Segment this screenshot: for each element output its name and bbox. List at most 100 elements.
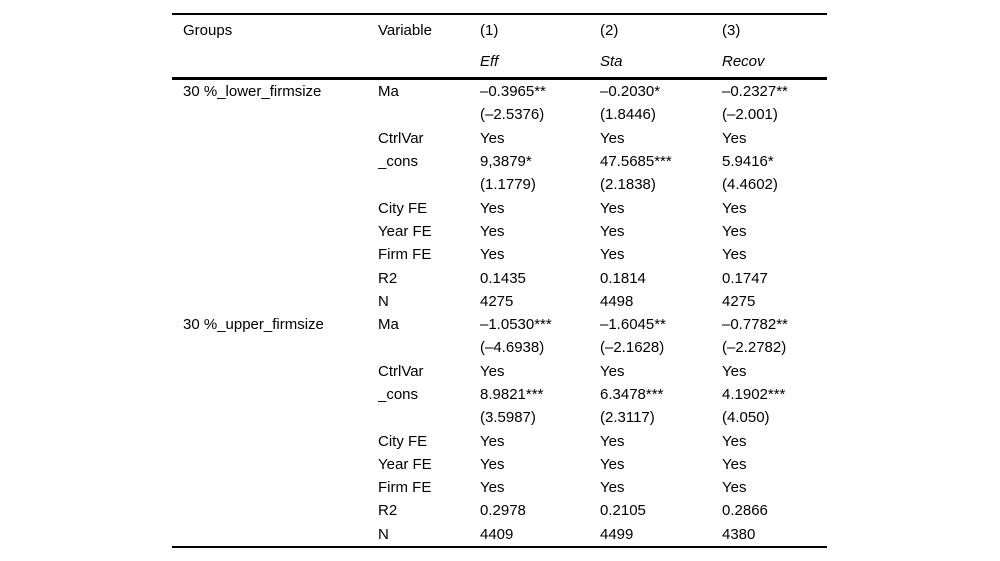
header-row: Groups Variable (1) (2) (3) [172, 14, 827, 46]
model3-cell: 4380 [722, 525, 756, 543]
variable-cell [378, 336, 480, 359]
group-cell [172, 173, 378, 196]
table-row: (–4.6938) (–2.1628) (–2.2782) [172, 336, 827, 359]
column-header-variable: Variable [378, 22, 432, 39]
model3-cell: 5.9416* [722, 153, 774, 171]
variable-cell: Ma [378, 316, 399, 334]
variable-cell: R2 [378, 269, 398, 287]
group-cell [172, 266, 378, 289]
model1-cell: 9,3879* [480, 153, 532, 171]
group-cell [172, 429, 378, 452]
table-row: 30 %_upper_firmsize Ma –1.0530*** –1.6045**… [172, 313, 827, 336]
model2-cell: (2.3117) [600, 409, 655, 427]
model1-cell: Yes [480, 455, 505, 473]
model1-cell: Yes [480, 432, 505, 450]
model3-cell: Yes [722, 455, 747, 473]
variable-cell: Year FE [378, 222, 432, 240]
subheader-empty-variable [378, 46, 480, 79]
subheader-recov: Recov [722, 53, 765, 70]
model1-cell: Yes [480, 362, 505, 380]
group-cell [172, 290, 378, 313]
model3-cell: (4.4602) [722, 176, 778, 194]
model1-cell: –1.0530*** [480, 316, 552, 334]
model2-cell: –1.6045** [600, 316, 666, 334]
table-row: (1.1779) (2.1838) (4.4602) [172, 173, 827, 196]
variable-cell: N [378, 292, 389, 310]
table-row: CtrlVar Yes Yes Yes [172, 127, 827, 150]
group-cell [172, 360, 378, 383]
table-row: Firm FE Yes Yes Yes [172, 476, 827, 499]
model2-cell: Yes [600, 362, 625, 380]
table-row: (3.5987) (2.3117) (4.050) [172, 406, 827, 429]
table-row: N 4275 4498 4275 [172, 290, 827, 313]
column-header-groups: Groups [183, 22, 233, 39]
model3-cell: Yes [722, 129, 747, 147]
group-cell [172, 336, 378, 359]
model1-cell: 0.1435 [480, 269, 526, 287]
model1-cell: (3.5987) [480, 409, 536, 427]
model3-cell: Yes [722, 479, 747, 497]
model3-cell: Yes [722, 199, 747, 217]
model1-cell: 8.9821*** [480, 386, 544, 403]
model2-cell: 0.1814 [600, 269, 646, 287]
column-header-model3: (3) [722, 22, 741, 39]
variable-cell: CtrlVar [378, 129, 424, 147]
variable-cell [378, 103, 480, 126]
table-row: R2 0.2978 0.2105 0.2866 [172, 499, 827, 522]
column-header-model2: (2) [600, 22, 619, 39]
variable-cell: N [378, 525, 389, 543]
model3-cell: Yes [722, 246, 747, 264]
table-row: CtrlVar Yes Yes Yes [172, 360, 827, 383]
variable-cell: Firm FE [378, 246, 432, 264]
variable-cell: Year FE [378, 455, 432, 473]
model1-cell: (–2.5376) [480, 106, 545, 124]
variable-cell: _cons [378, 153, 419, 171]
subheader-sta: Sta [600, 53, 623, 70]
group-cell [172, 103, 378, 126]
model3-cell: (–2.2782) [722, 339, 787, 357]
model2-cell: Yes [600, 432, 625, 450]
group-cell [172, 220, 378, 243]
model2-cell: 4499 [600, 525, 634, 543]
table-row: City FE Yes Yes Yes [172, 429, 827, 452]
model2-cell: –0.2030* [600, 83, 661, 101]
model3-cell: –0.2327** [722, 83, 788, 101]
model2-cell: 4498 [600, 292, 634, 310]
column-header-model1: (1) [480, 22, 499, 39]
model1-cell: Yes [480, 222, 505, 240]
group-cell [172, 383, 378, 406]
variable-cell: Firm FE [378, 479, 432, 497]
model1-cell: (–4.6938) [480, 339, 545, 357]
model1-cell: Yes [480, 479, 505, 497]
group-cell [172, 523, 378, 547]
model2-cell: Yes [600, 199, 625, 217]
model3-cell: –0.7782** [722, 316, 788, 334]
model2-cell: (1.8446) [600, 106, 656, 124]
variable-cell: City FE [378, 199, 428, 217]
model1-cell: Yes [480, 199, 505, 217]
model1-cell: 4409 [480, 525, 514, 543]
model2-cell: Yes [600, 455, 625, 473]
table-row: R2 0.1435 0.1814 0.1747 [172, 266, 827, 289]
model3-cell: Yes [722, 222, 747, 240]
model1-cell: (1.1779) [480, 176, 536, 194]
subheader-empty-groups [172, 46, 378, 79]
model3-cell: 0.1747 [722, 269, 768, 287]
group-cell [172, 150, 378, 173]
model3-cell: (–2.001) [722, 106, 778, 124]
group-cell [172, 499, 378, 522]
table-row: N 4409 4499 4380 [172, 523, 827, 547]
group-cell: 30 %_lower_firmsize [183, 83, 322, 101]
variable-cell: R2 [378, 502, 398, 520]
model2-cell: Yes [600, 222, 625, 240]
subheader-eff: Eff [480, 53, 499, 70]
model2-cell: Yes [600, 479, 625, 497]
model3-cell: Yes [722, 432, 747, 450]
model1-cell: 4275 [480, 292, 514, 310]
model1-cell: 0.2978 [480, 502, 526, 520]
model2-cell: 6.3478*** [600, 386, 664, 403]
group-cell [172, 406, 378, 429]
model3-cell: 0.2866 [722, 502, 768, 520]
model3-cell: 4.1902*** [722, 386, 786, 403]
